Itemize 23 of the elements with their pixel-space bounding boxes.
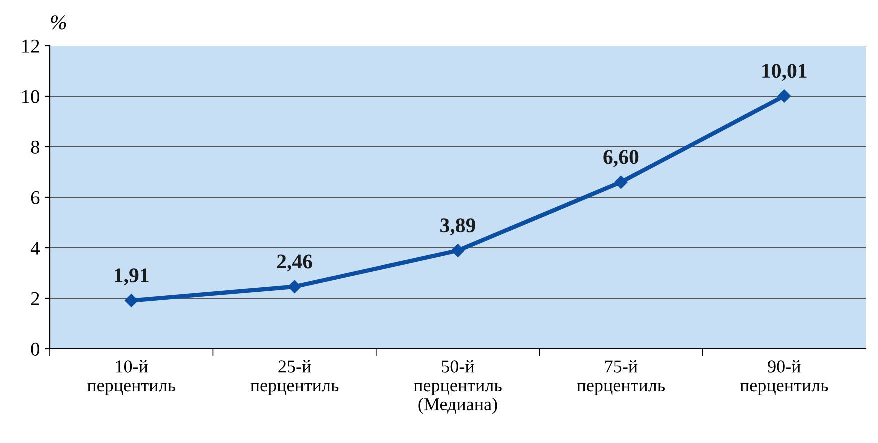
data-label: 1,91 [115, 268, 149, 286]
y-tick-label: 6 [31, 191, 40, 204]
data-label: 3,89 [440, 218, 476, 236]
point [778, 90, 791, 103]
y-tick-label: 0 [31, 342, 40, 356]
y-tick-label: 8 [31, 140, 40, 154]
data-label: 10,01 [762, 64, 807, 82]
x-tick-label: 90-й перцентиль [740, 360, 828, 396]
data-label: 2,46 [277, 254, 312, 272]
y-axis-title: % [51, 16, 66, 30]
point [614, 176, 628, 189]
x-tick-label: 25-й перцентиль [250, 360, 339, 396]
x-tick-label: 50-й перцентиль (Медиана) [414, 360, 502, 414]
x-tick-label: 75-й перцентиль [577, 360, 666, 396]
y-tick-label: 10 [22, 90, 40, 104]
y-tick-label: 12 [22, 40, 40, 53]
y-tick-label: 2 [31, 292, 40, 306]
point [451, 244, 465, 258]
x-tick-label: 10-й перцентиль [88, 360, 176, 396]
point [288, 280, 302, 294]
y-tick-label: 4 [30, 242, 40, 255]
data-label: 6,60 [604, 150, 639, 168]
point [125, 294, 138, 308]
